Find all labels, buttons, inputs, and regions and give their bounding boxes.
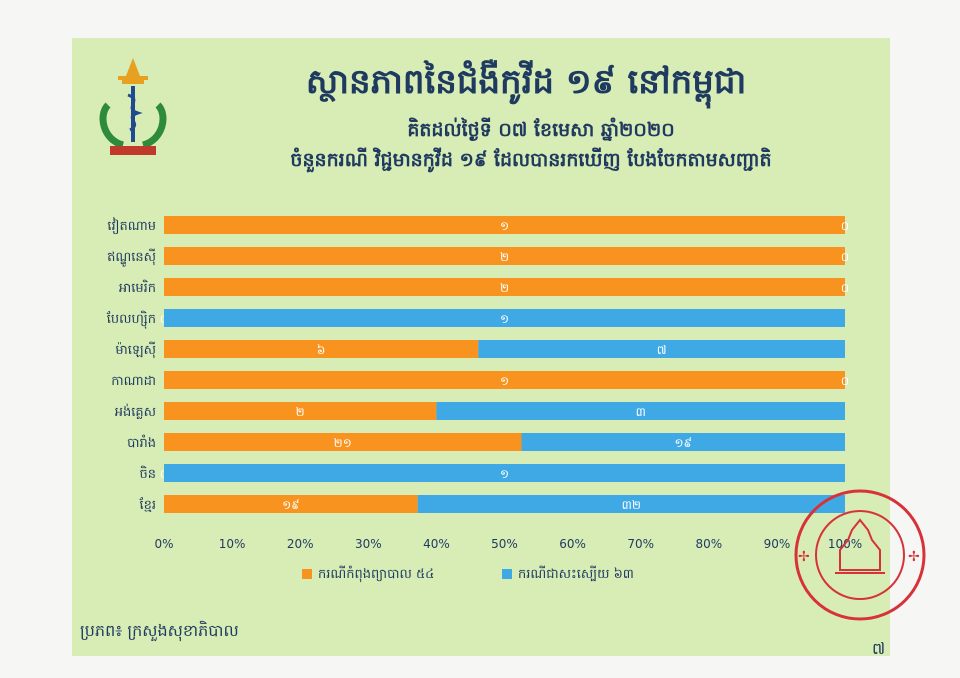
category-label: វៀតណាម — [107, 217, 156, 235]
x-tick-label: 30% — [355, 537, 382, 551]
data-label: ១ — [500, 467, 509, 481]
category-label: បារាំង — [127, 434, 156, 451]
data-label: ០ — [841, 219, 850, 233]
bar-segment — [436, 402, 845, 420]
bar-segment — [164, 309, 845, 327]
category-label: កាណាដា — [111, 374, 156, 389]
category-label: ម៉ាឡេស៊ី — [115, 341, 156, 359]
infographic-card: ស្ថានភាពនៃជំងឺកូវីដ ១៩ នៅកម្ពុជា គិតដល់ថ… — [72, 38, 890, 658]
bar-segment — [417, 495, 845, 513]
bar-segment — [164, 340, 479, 358]
legend-swatch — [502, 569, 512, 579]
category-label: ខ្មែរ — [139, 496, 156, 513]
data-label: ៣២ — [622, 498, 641, 512]
category-label: ឥណ្ឌូនេស៊ី — [107, 248, 156, 267]
data-label: ១ — [500, 312, 509, 326]
category-label: អាមេរិក — [119, 279, 156, 296]
x-tick-label: 90% — [764, 537, 791, 551]
x-tick-label: 80% — [695, 537, 722, 551]
stacked-bar-chart: វៀតណាម១០ឥណ្ឌូនេស៊ី២០អាមេរិក២០បែលហ្ស៊ិក០១… — [107, 216, 862, 583]
page-title: ស្ថានភាពនៃជំងឺកូវីដ ១៩ នៅកម្ពុជា — [305, 62, 747, 102]
chart-description: ចំនួនករណី វិជ្ជមានកូវីដ ១៩ ដែលបានរកឃើញ ប… — [290, 149, 772, 171]
data-label: ២ — [500, 281, 509, 295]
bar-segment — [164, 371, 845, 389]
legend-label: ករណីជាសះស្បើយ ៦៣ — [518, 565, 634, 582]
bar-segment — [164, 216, 845, 234]
legend-swatch — [302, 569, 312, 579]
data-label: ១ — [500, 219, 509, 233]
data-label: ២ — [296, 405, 305, 419]
ministry-logo — [99, 58, 167, 155]
source-note: ប្រភព៖ ក្រសួងសុខាភិបាល — [80, 621, 239, 640]
svg-text:✢: ✢ — [908, 549, 920, 565]
x-tick-label: 60% — [559, 537, 586, 551]
page-number: ៧ — [872, 639, 886, 658]
x-tick-label: 40% — [423, 537, 450, 551]
x-tick-label: 50% — [491, 537, 518, 551]
bar-segment — [164, 464, 845, 482]
category-label: បែលហ្ស៊ិក — [107, 310, 156, 329]
x-tick-label: 0% — [154, 537, 173, 551]
bar-segment — [521, 433, 845, 451]
date-subtitle: គិតដល់ថ្ងៃទី ០៧ ខែមេសា ឆ្នាំ២០២០ — [407, 119, 675, 141]
bar-segment — [164, 495, 418, 513]
data-label: ១ — [500, 374, 509, 388]
x-tick-label: 10% — [219, 537, 246, 551]
bar-segment — [164, 402, 437, 420]
legend-label: ករណីកំពុងព្យាបាល ៥៤ — [318, 565, 434, 583]
data-label: ០ — [841, 281, 850, 295]
svg-text:✢: ✢ — [798, 549, 810, 565]
data-label: ៣ — [636, 405, 646, 419]
category-label: អង់គ្លេស — [115, 403, 156, 420]
bar-segment — [164, 247, 845, 265]
data-label: ០ — [841, 250, 850, 264]
x-tick-label: 70% — [627, 537, 654, 551]
data-label: ១៩ — [282, 498, 300, 512]
bar-segment — [164, 278, 845, 296]
bar-segment — [478, 340, 845, 358]
data-label: ៧ — [657, 343, 667, 357]
bar-segment — [164, 433, 522, 451]
data-label: ២១ — [334, 436, 352, 450]
data-label: ២ — [500, 250, 509, 264]
official-seal-stamp: ✢ ✢ — [794, 489, 926, 621]
x-tick-label: 20% — [287, 537, 314, 551]
data-label: ៦ — [317, 343, 326, 357]
data-label: ០ — [841, 374, 850, 388]
data-label: ១៩ — [674, 436, 692, 450]
category-label: ចិន — [139, 465, 156, 482]
